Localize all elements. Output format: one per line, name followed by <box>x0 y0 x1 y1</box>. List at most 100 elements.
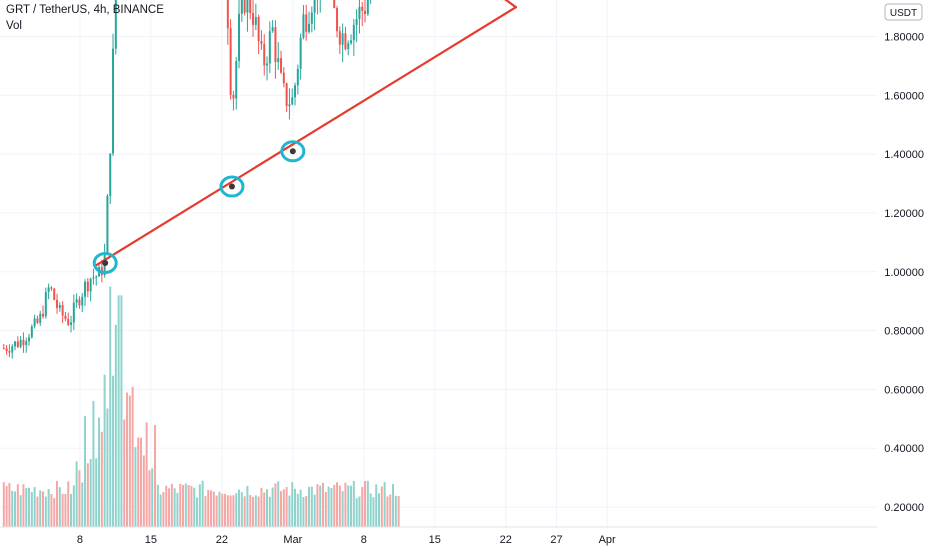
volume-bar <box>266 489 269 527</box>
volume-bar <box>154 425 157 527</box>
candle-body <box>310 12 313 24</box>
volume-bar <box>358 496 361 527</box>
volume-bar <box>249 495 252 527</box>
candle-body <box>22 339 25 346</box>
candle-body <box>2 348 5 350</box>
volume-bars <box>2 286 400 527</box>
volume-bar <box>350 485 353 527</box>
volume-bar <box>44 496 47 527</box>
volume-bar <box>39 490 42 527</box>
price-axis[interactable]: 0.20000 0.40000 0.60000 0.80000 1.00000 1.200… <box>877 0 932 550</box>
candle-body <box>39 313 42 323</box>
volume-bar <box>310 486 313 527</box>
volume-bar <box>25 488 28 527</box>
volume-bar <box>207 489 210 527</box>
volume-bar <box>126 392 129 527</box>
candle-body <box>81 296 84 306</box>
volume-bar <box>14 491 17 527</box>
volume-bar <box>394 495 397 527</box>
candle-body <box>350 40 353 44</box>
price-tick-label: 0.60000 <box>884 384 924 396</box>
candle-body <box>260 41 263 45</box>
volume-bar <box>72 485 75 527</box>
volume-bar <box>327 486 330 527</box>
price-tick-label: 1.20000 <box>884 208 924 220</box>
candle-body <box>305 14 308 32</box>
volume-bar <box>42 491 45 527</box>
candle-body <box>361 6 364 11</box>
candle-body <box>84 281 87 297</box>
time-tick-label: Apr <box>599 534 616 546</box>
price-tick-label: 1.60000 <box>884 90 924 102</box>
volume-indicator-label[interactable]: Vol <box>6 20 22 32</box>
candle-body <box>8 351 11 353</box>
volume-bar <box>78 470 81 527</box>
volume-bar <box>198 484 201 527</box>
volume-bar <box>98 417 101 527</box>
candle-body <box>266 63 269 66</box>
candle-body <box>277 58 280 63</box>
time-axis[interactable]: 8 15 22 Mar 8 15 22 27 Apr <box>0 526 877 550</box>
volume-bar <box>2 482 5 527</box>
volume-bar <box>375 484 378 527</box>
volume-bar <box>285 487 288 527</box>
volume-bar <box>294 488 297 527</box>
volume-bar <box>257 496 260 527</box>
volume-bar <box>142 455 145 527</box>
price-tick-label: 1.00000 <box>884 267 924 279</box>
volume-bar <box>159 494 162 527</box>
volume-bar <box>162 492 165 527</box>
candle-body <box>25 341 28 346</box>
volume-bar <box>92 401 95 527</box>
volume-bar <box>319 485 322 527</box>
candle-body <box>67 318 70 325</box>
candle-body <box>271 27 274 32</box>
candle-body <box>364 10 367 14</box>
volume-bar <box>215 495 218 527</box>
volume-bar <box>218 491 221 527</box>
volume-bar <box>313 494 316 527</box>
volume-bar <box>238 489 241 527</box>
price-tick-label: 1.40000 <box>884 149 924 161</box>
candle-body <box>254 16 257 25</box>
candle-body <box>240 0 243 14</box>
candle-body <box>344 33 347 50</box>
candle-body <box>89 278 92 292</box>
volume-bar <box>193 487 196 527</box>
time-tick-label: 27 <box>550 534 562 546</box>
volume-bar <box>196 497 199 527</box>
time-tick-label: 22 <box>500 534 512 546</box>
candle-body <box>50 287 53 289</box>
price-tick-label: 0.40000 <box>884 443 924 455</box>
candle-body <box>308 23 311 32</box>
volume-bar <box>86 463 89 527</box>
pivot-point <box>228 183 235 190</box>
volume-bar <box>333 484 336 527</box>
grid <box>0 0 877 527</box>
volume-bar <box>67 481 70 527</box>
volume-bar <box>28 487 31 527</box>
volume-bar <box>352 480 355 527</box>
candle-body <box>280 58 283 73</box>
pivot-marker <box>219 175 245 198</box>
volume-bar <box>61 493 64 527</box>
volume-bar <box>75 461 78 527</box>
volume-bar <box>103 374 106 527</box>
candle-body <box>56 299 59 308</box>
price-tick-label: 0.80000 <box>884 326 924 338</box>
currency-label: USDT <box>890 8 917 19</box>
volume-bar <box>204 496 207 527</box>
candle-body <box>366 0 369 14</box>
candle-body <box>238 13 241 62</box>
candle-body <box>246 0 249 13</box>
volume-bar <box>187 484 190 527</box>
volume-bar <box>84 416 87 527</box>
volume-bar <box>260 487 263 527</box>
volume-bar <box>114 324 117 527</box>
candle-body <box>106 196 109 254</box>
candle-body <box>257 16 260 42</box>
time-tick-label: 15 <box>429 534 441 546</box>
volume-bar <box>302 497 305 527</box>
